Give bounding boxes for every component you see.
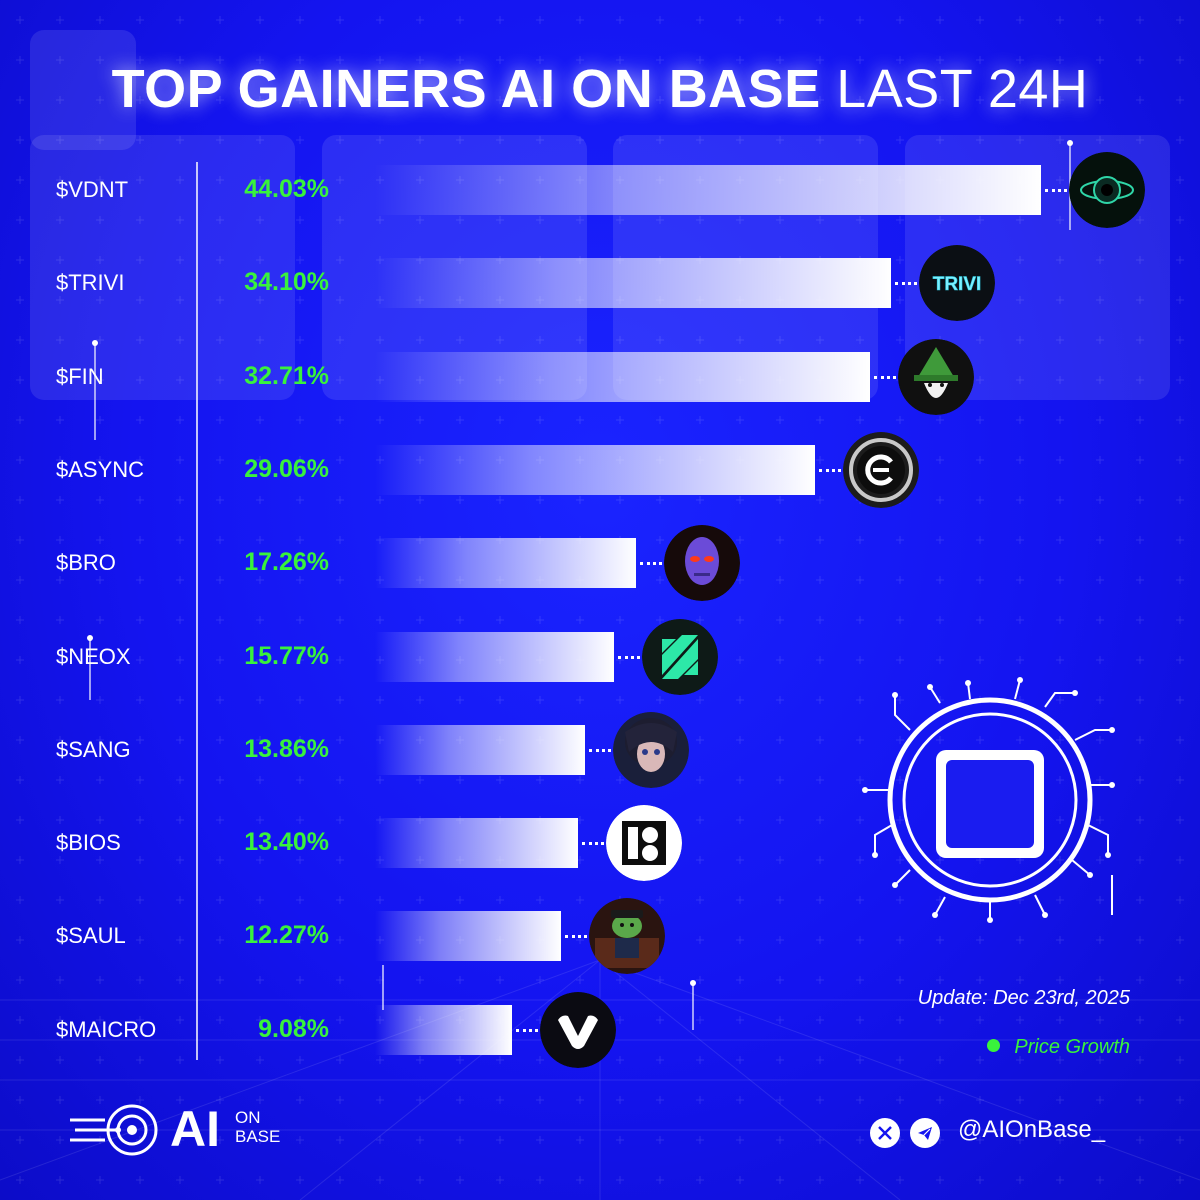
connector-dots: [894, 282, 917, 286]
ticker-label: $BRO: [56, 550, 116, 576]
bar: [375, 631, 614, 682]
connector-dots: [617, 655, 640, 659]
bar: [375, 538, 637, 589]
legend-dot: [987, 1039, 1001, 1052]
title-light: LAST 24H: [836, 59, 1089, 119]
value-label: 34.10%: [244, 268, 329, 297]
ai-on-base-logo-icon: [70, 1104, 158, 1156]
update-date: Update: Dec 23rd, 2025: [917, 987, 1130, 1009]
value-label: 9.08%: [258, 1014, 329, 1043]
trivi-icon: TRIVI: [918, 245, 995, 322]
connector-dots: [818, 468, 841, 472]
bar: [375, 444, 815, 495]
bar-row: $BRO 17.26%: [0, 525, 1200, 602]
ticker-label: $FIN: [56, 363, 104, 389]
vdnt-icon: [1069, 152, 1146, 228]
ticker-label: $NEOX: [56, 643, 131, 669]
fin-wizard-icon: [897, 338, 974, 415]
ticker-label: $BIOS: [56, 830, 121, 856]
ticker-label: $VDNT: [56, 177, 129, 202]
connector-dots: [1045, 189, 1068, 192]
saul-icon: [588, 898, 665, 975]
connector-dots: [873, 375, 896, 379]
social-handle[interactable]: @AIOnBase_: [958, 1116, 1106, 1143]
page-title: TOP GAINERS AI ON BASE LAST 24H: [0, 58, 1200, 120]
value-label: 17.26%: [244, 548, 329, 577]
bar: [375, 165, 1042, 215]
connector-dots: [588, 748, 611, 752]
async-icon: [842, 431, 919, 508]
value-label: 29.06%: [244, 454, 329, 483]
ticker-label: $MAICRO: [56, 1016, 157, 1042]
title-bold: TOP GAINERS AI ON BASE: [111, 59, 821, 119]
bar: [375, 724, 585, 775]
telegram-icon[interactable]: [910, 1118, 940, 1148]
brand-ai: AI: [170, 1101, 220, 1157]
legend-label: Price Growth: [1014, 1036, 1130, 1058]
axis-divider: [196, 162, 198, 1060]
value-label: 13.40%: [244, 828, 329, 857]
value-label: 13.86%: [244, 734, 329, 763]
bar-row: $NEOX 15.77%: [0, 618, 1200, 695]
bar-row: $FIN 32.71%: [0, 338, 1200, 415]
legend: Price Growth: [900, 1036, 1130, 1059]
connector-dots: [581, 842, 604, 846]
x-icon[interactable]: [870, 1118, 900, 1148]
bro-icon: [664, 525, 741, 602]
value-label: 44.03%: [244, 175, 329, 203]
bar-row: $BIOS 13.40%: [0, 805, 1200, 882]
bar: [375, 1004, 513, 1055]
bar-row: $SANG 13.86%: [0, 711, 1200, 788]
connector-dots: [564, 935, 587, 939]
ticker-label: $TRIVI: [56, 270, 125, 296]
bar: [375, 351, 870, 402]
connector-dots: [516, 1028, 539, 1032]
ticker-label: $SAUL: [56, 923, 126, 949]
neox-icon: [641, 618, 718, 695]
maicro-icon: [540, 991, 617, 1068]
bg-panel-left-lower: [30, 135, 295, 400]
base-emblem-icon: [862, 677, 1115, 923]
bar: [375, 258, 891, 309]
bar: [375, 818, 578, 869]
sang-icon: [612, 711, 689, 788]
svg-text:TRIVI: TRIVI: [933, 274, 982, 295]
bg-panel-left: [30, 30, 136, 150]
value-label: 15.77%: [244, 641, 329, 670]
bar: [375, 911, 561, 962]
brand-on-base: ON BASE: [235, 1108, 280, 1146]
bar-row: $ASYNC 29.06%: [0, 431, 1200, 508]
connector-dots: [640, 562, 663, 566]
brand-base: BASE: [235, 1127, 281, 1146]
bar-row: $MAICRO 9.08%: [0, 991, 1200, 1068]
bar-row: $TRIVI 34.10% TRIVI: [0, 245, 1200, 322]
ticker-label: $ASYNC: [56, 456, 145, 482]
brand-on: ON: [235, 1108, 261, 1127]
bar-row: $SAUL 12.27%: [0, 898, 1200, 975]
ticker-label: $SANG: [56, 736, 131, 762]
value-label: 12.27%: [244, 921, 329, 950]
value-label: 32.71%: [244, 361, 329, 390]
bios-icon: [605, 805, 682, 882]
bar-row: $VDNT 44.03%: [0, 152, 1200, 228]
